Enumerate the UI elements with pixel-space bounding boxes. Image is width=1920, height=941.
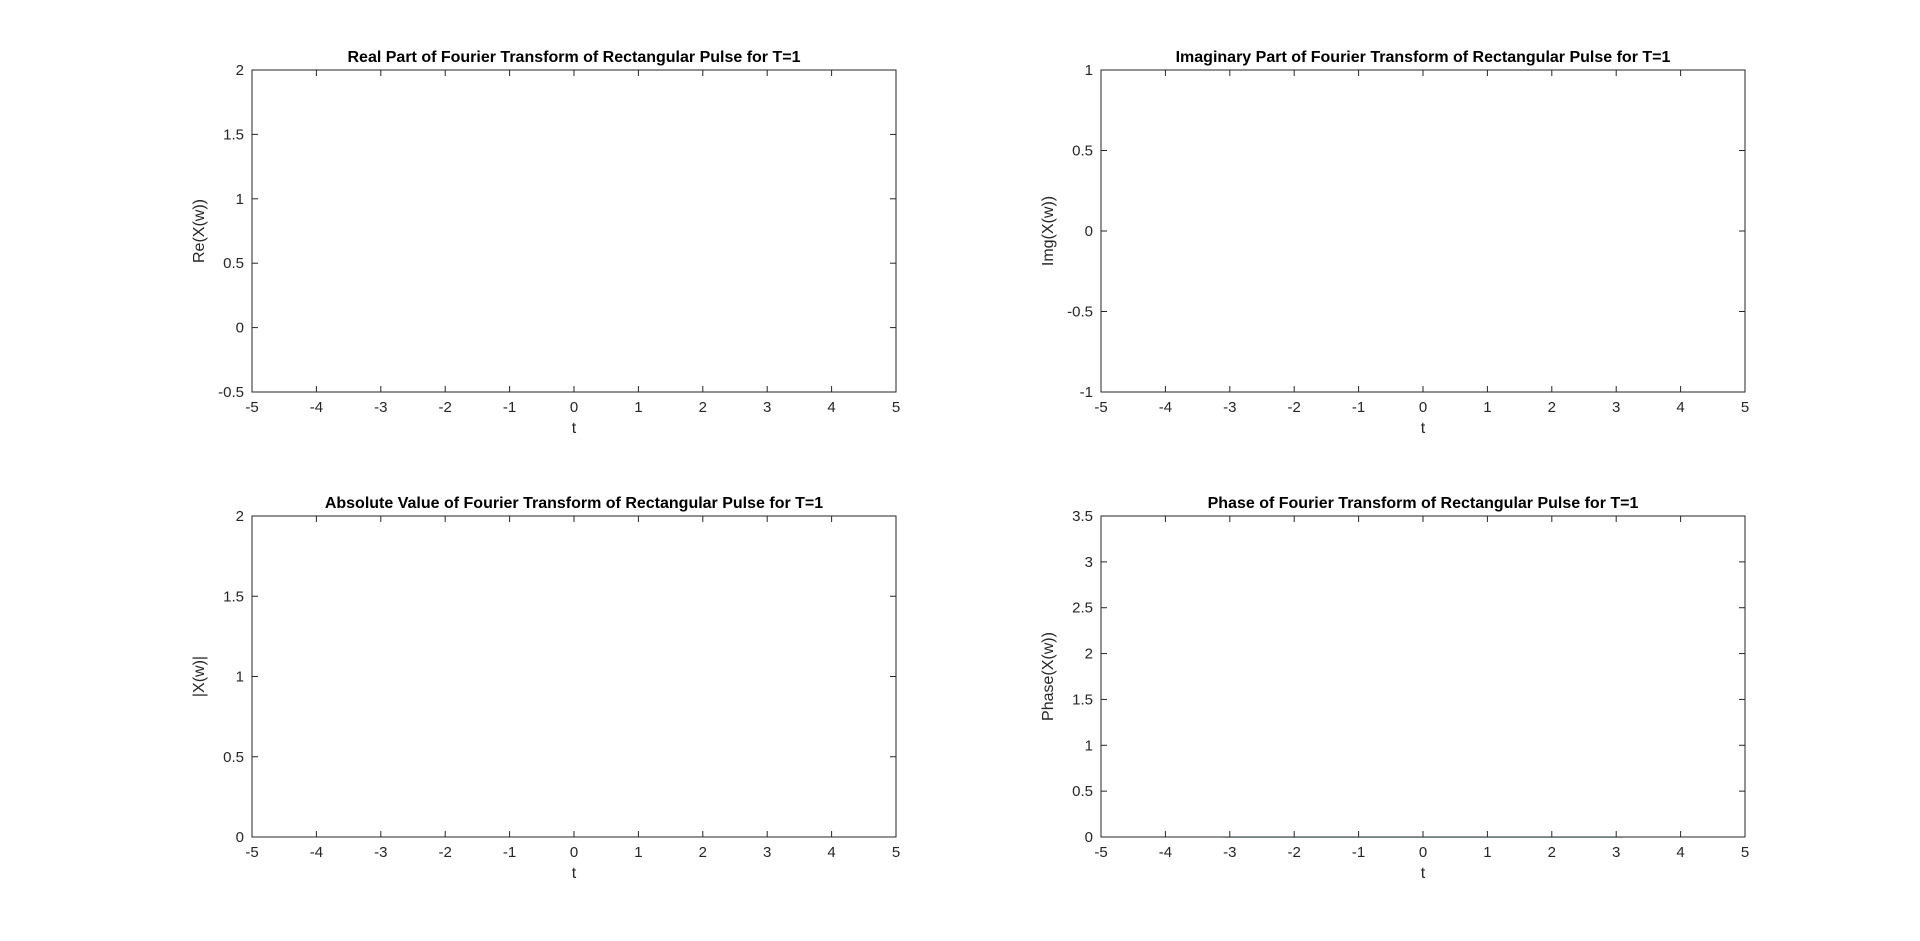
plot-layer: -5 -4 -3 -2 -1 0 1 2 3 4 5 0 0.5 1 1.5 2 bbox=[223, 508, 900, 861]
x-tick-label: -5 bbox=[245, 399, 258, 416]
subplot-imaginary-part: -5 -4 -3 -2 -1 0 1 2 3 4 5 -1 -0.5 0 0.5 1 Imaginary Pa… bbox=[1040, 49, 1749, 437]
x-tick-label: 4 bbox=[827, 844, 835, 861]
y-tick-label: 1 bbox=[1085, 62, 1093, 79]
x-tick-label: 4 bbox=[1676, 399, 1684, 416]
axes-box bbox=[251, 69, 897, 393]
y-tick-label: 1.5 bbox=[1072, 691, 1093, 708]
plot-layer: -5 -4 -3 -2 -1 0 1 2 3 4 5 -1 -0.5 0 0.5 1 bbox=[1067, 62, 1749, 416]
y-tick-label: 1 bbox=[1085, 737, 1093, 754]
x-tick-label: -1 bbox=[503, 844, 516, 861]
x-tick-label: 2 bbox=[699, 844, 707, 861]
chart-title: Real Part of Fourier Transform of Rectan… bbox=[348, 49, 801, 66]
x-tick-label: 4 bbox=[1676, 844, 1684, 861]
y-axis-label: |X(w)| bbox=[191, 656, 208, 697]
y-tick-label: 1.5 bbox=[223, 588, 244, 605]
x-tick-label: -4 bbox=[310, 844, 323, 861]
subplot-real-part: -5 -4 -3 -2 -1 0 1 2 3 4 5 -0.5 0 0.5 1 1.5 2 Real Part … bbox=[191, 49, 900, 437]
x-tick-label: 1 bbox=[1483, 844, 1491, 861]
x-tick-label: -1 bbox=[503, 399, 516, 416]
y-tick-label: 2 bbox=[1085, 646, 1093, 663]
y-tick-label: -1 bbox=[1080, 384, 1093, 401]
chart-title: Imaginary Part of Fourier Transform of R… bbox=[1176, 49, 1671, 66]
x-tick-label: 5 bbox=[1741, 399, 1749, 416]
plot-layer: -5 -4 -3 -2 -1 0 1 2 3 4 5 0 0.5 1 1.5 2 2.5 3 3.5 bbox=[1072, 508, 1749, 861]
x-tick-label: 2 bbox=[699, 399, 707, 416]
axes-box bbox=[1100, 69, 1746, 393]
y-axis-label: Img(X(w)) bbox=[1040, 196, 1057, 266]
x-tick-label: -3 bbox=[1223, 399, 1236, 416]
x-tick-label: 2 bbox=[1548, 844, 1556, 861]
x-tick-label: 4 bbox=[827, 399, 835, 416]
x-tick-label: 0 bbox=[570, 399, 578, 416]
chart-title: Absolute Value of Fourier Transform of R… bbox=[325, 495, 823, 512]
y-tick-label: 2.5 bbox=[1072, 600, 1093, 617]
x-tick-label: -5 bbox=[1094, 844, 1107, 861]
x-tick-label: -1 bbox=[1352, 844, 1365, 861]
x-tick-label: -1 bbox=[1352, 399, 1365, 416]
x-tick-label: -5 bbox=[245, 844, 258, 861]
x-tick-label: 0 bbox=[1419, 399, 1427, 416]
x-axis-label: t bbox=[1421, 420, 1426, 437]
x-tick-label: -2 bbox=[439, 399, 452, 416]
x-tick-label: -3 bbox=[374, 399, 387, 416]
x-axis-label: t bbox=[572, 865, 577, 882]
x-tick-label: 1 bbox=[1483, 399, 1491, 416]
x-tick-label: 1 bbox=[634, 844, 642, 861]
x-tick-label: 2 bbox=[1548, 399, 1556, 416]
y-tick-label: 3 bbox=[1085, 554, 1093, 571]
x-tick-label: 3 bbox=[763, 399, 771, 416]
x-axis-label: t bbox=[1421, 865, 1426, 882]
x-tick-label: -2 bbox=[439, 844, 452, 861]
y-tick-label: -0.5 bbox=[218, 384, 244, 401]
y-tick-label: 2 bbox=[236, 62, 244, 79]
x-tick-label: 3 bbox=[763, 844, 771, 861]
subplot-phase: -5 -4 -3 -2 -1 0 1 2 3 4 5 0 0.5 1 1.5 2 2.5 3 3.5 Phase o… bbox=[1040, 495, 1749, 882]
subplot-absolute-value: -5 -4 -3 -2 -1 0 1 2 3 4 5 0 0.5 1 1.5 2 Absolute Value… bbox=[191, 495, 900, 882]
x-axis-label: t bbox=[572, 420, 577, 437]
x-tick-label: -4 bbox=[1159, 844, 1172, 861]
x-tick-label: -2 bbox=[1288, 844, 1301, 861]
x-tick-label: 1 bbox=[634, 399, 642, 416]
y-tick-label: -0.5 bbox=[1067, 304, 1093, 321]
x-tick-label: -3 bbox=[374, 844, 387, 861]
y-tick-label: 0.5 bbox=[223, 255, 244, 272]
x-tick-label: 5 bbox=[892, 399, 900, 416]
x-tick-label: 5 bbox=[1741, 844, 1749, 861]
y-tick-label: 1 bbox=[236, 669, 244, 686]
y-axis-label: Re(X(w)) bbox=[191, 199, 208, 263]
y-tick-label: 2 bbox=[236, 508, 244, 525]
chart-title: Phase of Fourier Transform of Rectangula… bbox=[1208, 495, 1639, 512]
y-tick-label: 0.5 bbox=[1072, 783, 1093, 800]
x-tick-label: -3 bbox=[1223, 844, 1236, 861]
y-tick-label: 0 bbox=[1085, 829, 1093, 846]
y-tick-label: 3.5 bbox=[1072, 508, 1093, 525]
y-tick-label: 0 bbox=[236, 829, 244, 846]
x-tick-label: -4 bbox=[1159, 399, 1172, 416]
x-tick-label: 0 bbox=[570, 844, 578, 861]
y-axis-label: Phase(X(w)) bbox=[1040, 632, 1057, 721]
y-tick-label: 1 bbox=[236, 191, 244, 208]
x-tick-label: 5 bbox=[892, 844, 900, 861]
y-tick-label: 0.5 bbox=[1072, 143, 1093, 160]
y-tick-label: 0 bbox=[1085, 223, 1093, 240]
y-tick-label: 0.5 bbox=[223, 749, 244, 766]
plot-layer: -5 -4 -3 -2 -1 0 1 2 3 4 5 -0.5 0 0.5 1 1.5 2 bbox=[218, 62, 900, 416]
axes-box bbox=[1100, 515, 1746, 838]
x-tick-label: 3 bbox=[1612, 844, 1620, 861]
x-tick-label: -4 bbox=[310, 399, 323, 416]
x-tick-label: 0 bbox=[1419, 844, 1427, 861]
y-tick-label: 0 bbox=[236, 320, 244, 337]
axes-box bbox=[251, 515, 897, 838]
y-tick-label: 1.5 bbox=[223, 126, 244, 143]
x-tick-label: -2 bbox=[1288, 399, 1301, 416]
x-tick-label: -5 bbox=[1094, 399, 1107, 416]
x-tick-label: 3 bbox=[1612, 399, 1620, 416]
